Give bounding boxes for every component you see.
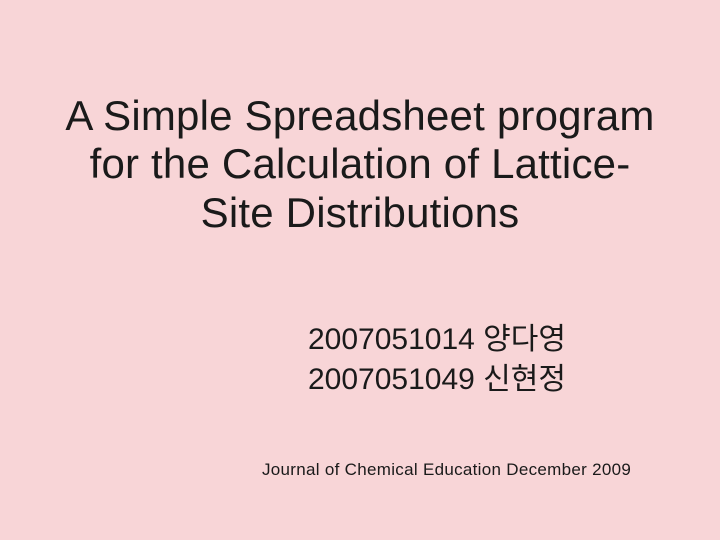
journal-text: Journal of Chemical Education December 2… [262,460,631,479]
title-line-2: for the Calculation of Lattice- [90,140,631,187]
journal-citation: Journal of Chemical Education December 2… [262,460,631,480]
title-line-1: A Simple Spreadsheet program [65,92,654,139]
title-line-3: Site Distributions [201,189,520,236]
authors-block: 2007051014 양다영 2007051049 신현정 [308,320,566,399]
author-line-1: 2007051014 양다영 [308,323,566,356]
slide-title: A Simple Spreadsheet program for the Cal… [0,92,720,237]
author-line-2: 2007051049 신현정 [308,363,566,396]
